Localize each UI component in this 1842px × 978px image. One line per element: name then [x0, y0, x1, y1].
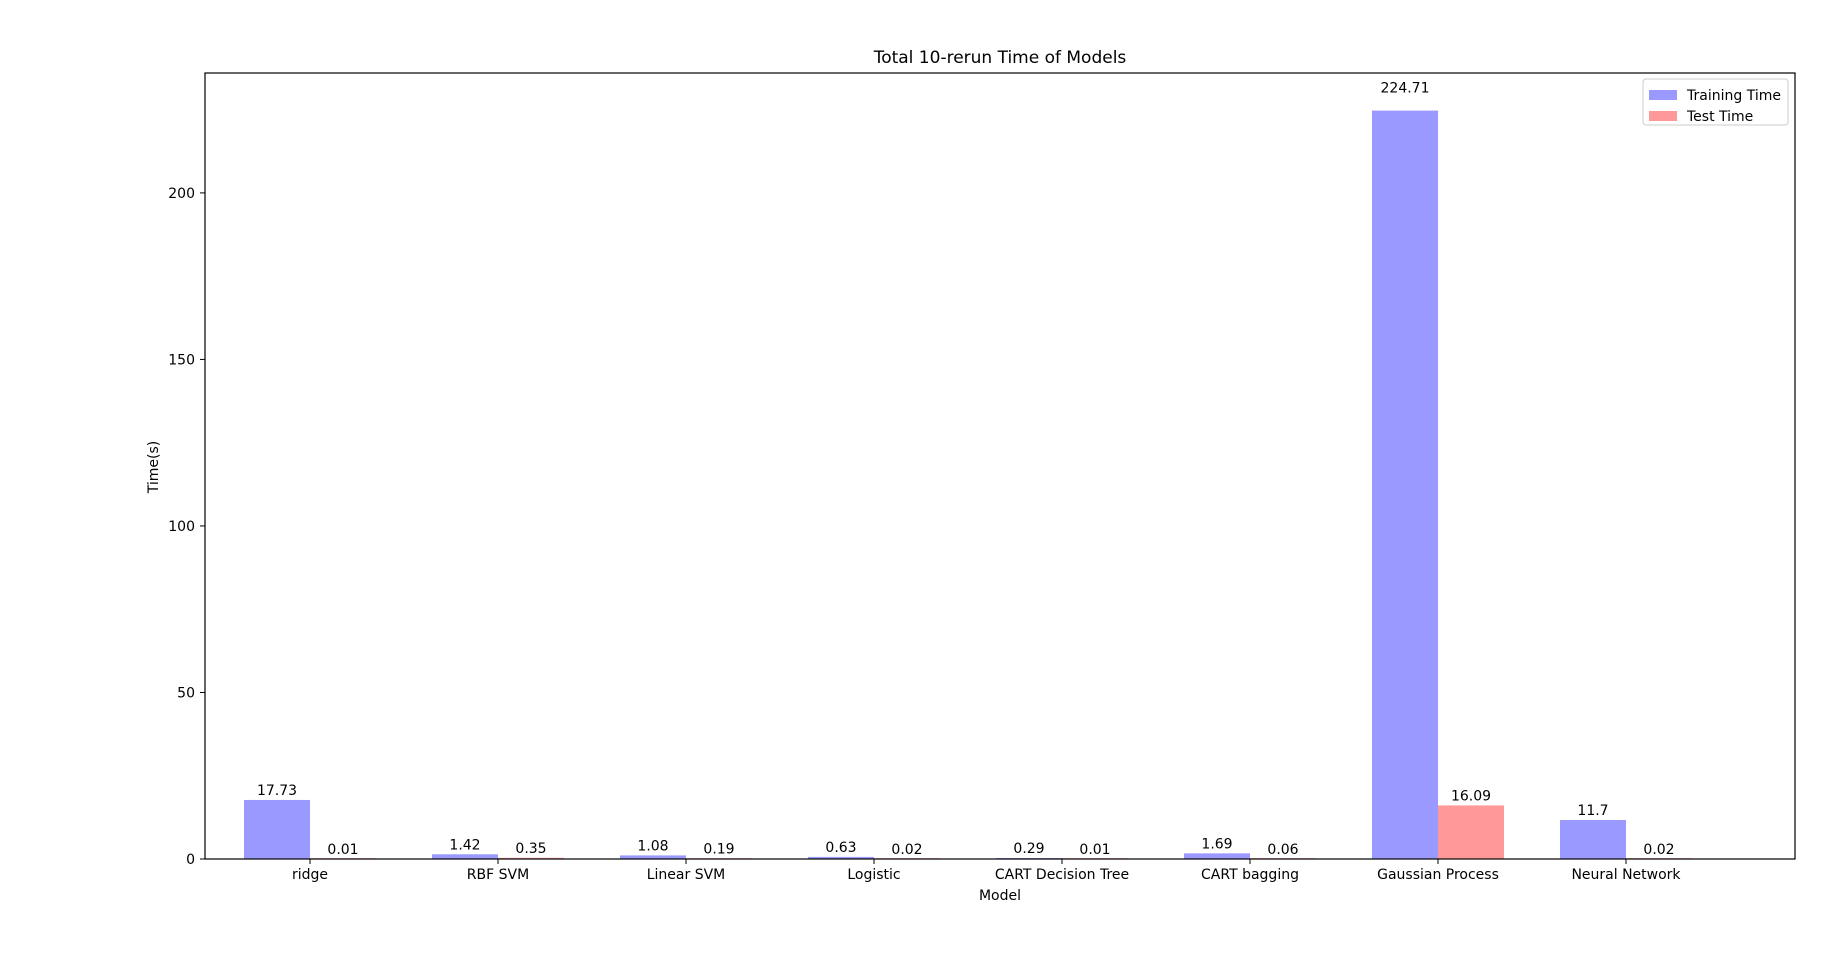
data-label-training-7: 11.7 [1577, 803, 1608, 819]
x-tick-label: Linear SVM [647, 867, 726, 883]
plot-frame [204, 72, 1796, 860]
chart-title: Total 10-rerun Time of Models [873, 48, 1127, 68]
data-label-training-2: 1.08 [637, 838, 668, 854]
data-label-training-5: 1.69 [1201, 836, 1232, 852]
legend-label-test: Test Time [1686, 109, 1753, 125]
data-label-test-0: 0.01 [327, 842, 358, 858]
x-tick-label: CART Decision Tree [995, 867, 1129, 883]
bar-training-5 [1184, 853, 1250, 859]
legend: Training Time Test Time [1642, 78, 1789, 126]
data-label-training-4: 0.29 [1013, 841, 1044, 857]
legend-box [1642, 78, 1789, 126]
y-tick-label: 50 [177, 685, 195, 701]
bar-training-6 [1372, 110, 1438, 859]
bar-training-2 [620, 855, 686, 859]
y-tick-label: 200 [168, 186, 195, 202]
data-label-training-6: 224.71 [1381, 81, 1430, 97]
y-axis-title: Time(s) [146, 441, 162, 494]
data-label-training-1: 1.42 [449, 837, 480, 853]
data-labels-layer: 17.73 1.42 1.08 0.63 0.29 1.69 224.71 11.7 0.01 0… [257, 81, 1675, 858]
y-tick-label: 150 [168, 352, 195, 368]
data-label-test-5: 0.06 [1267, 842, 1298, 858]
bars-layer [244, 110, 1692, 859]
x-tick-label: RBF SVM [467, 867, 529, 883]
data-label-test-7: 0.02 [1643, 842, 1674, 858]
legend-swatch-test [1649, 111, 1677, 121]
bar-training-7 [1560, 820, 1626, 859]
bar-training-0 [244, 799, 310, 859]
legend-label-training: Training Time [1686, 88, 1781, 104]
bar-test-6 [1438, 805, 1504, 859]
data-label-training-0: 17.73 [257, 783, 297, 799]
legend-swatch-training [1649, 90, 1677, 100]
x-tick-label: Neural Network [1571, 867, 1681, 883]
bar-training-3 [808, 856, 874, 859]
y-tick-label: 100 [168, 519, 195, 535]
data-label-test-4: 0.01 [1079, 842, 1110, 858]
data-label-training-3: 0.63 [825, 840, 856, 856]
x-tick-label: Logistic [847, 867, 900, 883]
ticks-layer: ridge RBF SVM Linear SVM Logistic CART Decis… [168, 186, 1681, 883]
data-label-test-6: 16.09 [1451, 788, 1491, 804]
x-tick-label: CART bagging [1201, 867, 1299, 883]
y-tick-label: 0 [186, 852, 195, 868]
data-label-test-2: 0.19 [703, 841, 734, 857]
x-tick-label: ridge [292, 867, 328, 883]
x-axis-title: Model [979, 888, 1021, 904]
data-label-test-1: 0.35 [515, 841, 546, 857]
bar-training-1 [432, 854, 498, 859]
data-label-test-3: 0.02 [891, 842, 922, 858]
x-tick-label: Gaussian Process [1377, 867, 1499, 883]
